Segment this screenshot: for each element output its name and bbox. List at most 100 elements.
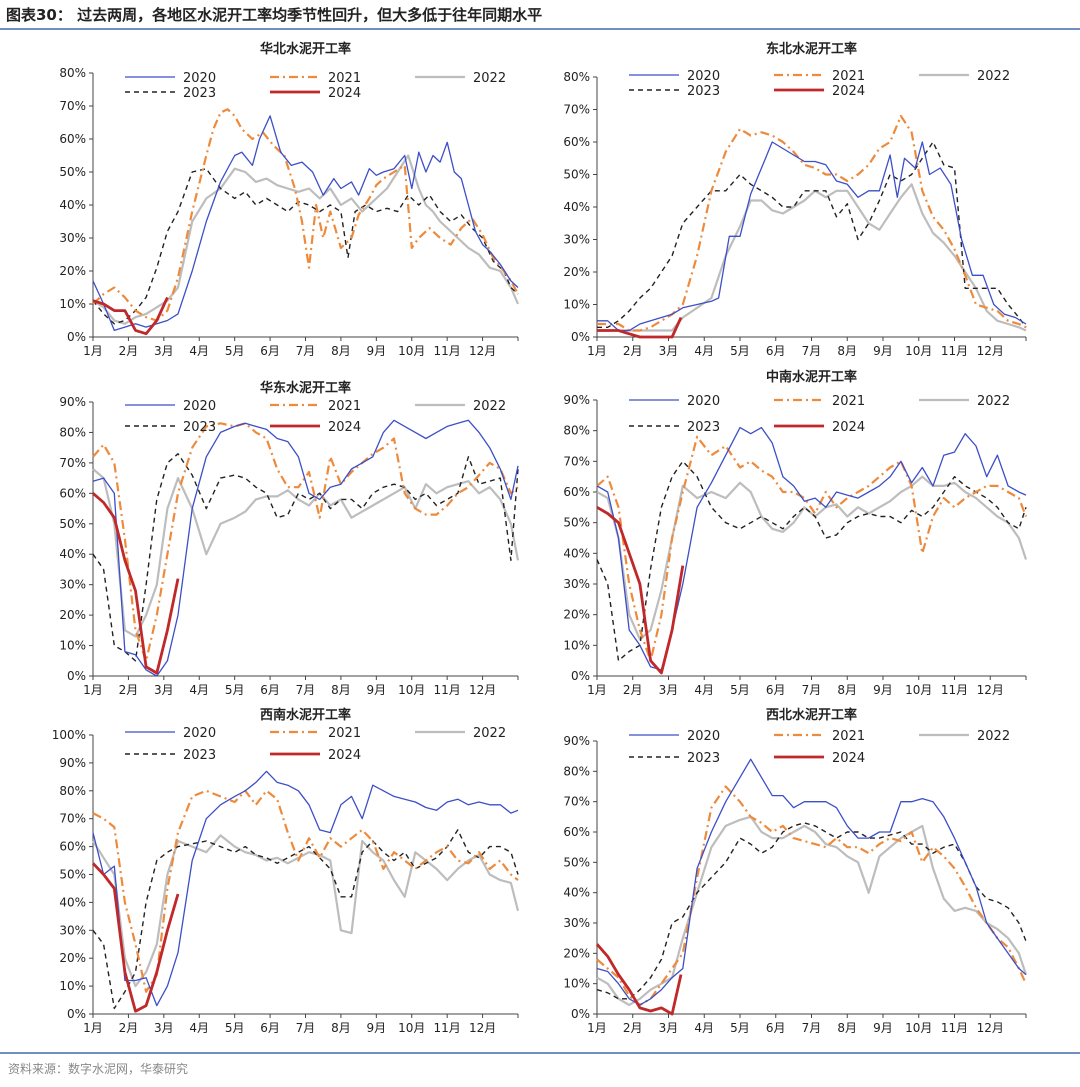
y-tick-label: 60% [563, 825, 590, 839]
y-tick-label: 70% [59, 456, 86, 470]
chart-xinan: 西南水泥开工率 0% 10% 20% 30% 40% 50% 60% 70% 80% 90% 100%… [52, 707, 520, 1035]
y-tick-label: 20% [563, 946, 590, 960]
x-tick-label: 4月 [694, 1021, 714, 1035]
x-tick-label: 6月 [260, 344, 280, 358]
y-tick-label: 20% [59, 264, 86, 278]
legend-label-2024: 2024 [832, 751, 865, 766]
legend: 2020 2021 2022 2023 2024 [125, 71, 506, 101]
y-tick-label: 50% [59, 165, 86, 179]
x-tick-label: 12月 [469, 683, 496, 697]
x-tick-label: 5月 [225, 1021, 245, 1035]
series-line-2020 [92, 770, 519, 1007]
x-tick-label: 11月 [434, 344, 461, 358]
x-tick-label: 7月 [802, 1021, 822, 1035]
y-tick-label: 0% [571, 669, 590, 683]
series-line-2022 [596, 815, 1028, 1007]
x-tick-label: 6月 [766, 344, 786, 358]
x-tick-label: 2月 [623, 1021, 643, 1035]
series-line-2023 [92, 167, 519, 325]
title-divider [0, 28, 1080, 30]
x-tick-label: 5月 [730, 344, 750, 358]
y-tick-label: 90% [563, 734, 590, 748]
x-tick-label: 8月 [331, 344, 351, 358]
x-tick-label: 4月 [694, 344, 714, 358]
x-tick-label: 12月 [469, 1021, 496, 1035]
x-tick-label: 1月 [83, 1021, 103, 1035]
x-tick-label: 5月 [730, 1021, 750, 1035]
legend-label-2022: 2022 [977, 69, 1010, 84]
legend-label-2023: 2023 [687, 84, 720, 99]
x-tick-label: 5月 [225, 344, 245, 358]
y-tick-label: 0% [571, 330, 590, 344]
legend-label-2023: 2023 [687, 751, 720, 766]
x-tick-label: 2月 [623, 344, 643, 358]
legend-label-2020: 2020 [183, 726, 216, 741]
y-tick-label: 20% [563, 265, 590, 279]
series-line-2024 [596, 506, 685, 675]
chart-title: 西南水泥开工率 [260, 707, 351, 723]
series-line-2022 [92, 834, 520, 988]
chart-title: 东北水泥开工率 [766, 41, 857, 57]
series-line-2023 [92, 829, 519, 1010]
y-tick-label: 30% [563, 577, 590, 591]
y-tick-label: 70% [563, 454, 590, 468]
x-tick-label: 3月 [154, 1021, 174, 1035]
y-tick-label: 70% [563, 795, 590, 809]
y-tick-label: 60% [59, 132, 86, 146]
legend-label-2022: 2022 [977, 729, 1010, 744]
x-tick-label: 3月 [154, 344, 174, 358]
footer-divider [0, 1052, 1080, 1054]
x-tick-label: 10月 [398, 683, 425, 697]
chart-title: 中南水泥开工率 [766, 369, 857, 385]
y-tick-label: 40% [59, 547, 86, 561]
series-line-2020 [596, 758, 1027, 1006]
series-line-2020 [596, 426, 1027, 671]
y-tick-label: 0% [67, 330, 86, 344]
y-tick-label: 30% [563, 233, 590, 247]
y-tick-label: 30% [59, 923, 86, 937]
x-tick-label: 5月 [225, 683, 245, 697]
chart-dongbei: 东北水泥开工率 0% 10% 20% 30% 40% 50% 60% 70% 80% 1月 2月 3月 4… [563, 41, 1027, 358]
y-tick-label: 20% [563, 608, 590, 622]
x-tick-label: 11月 [434, 683, 461, 697]
x-tick-label: 9月 [367, 1021, 387, 1035]
x-tick-label: 10月 [398, 344, 425, 358]
y-tick-label: 60% [563, 485, 590, 499]
y-tick-label: 0% [67, 669, 86, 683]
y-tick-label: 60% [59, 486, 86, 500]
x-tick-label: 2月 [623, 683, 643, 697]
series-line-2024 [595, 943, 683, 1016]
x-tick-label: 2月 [119, 344, 139, 358]
series-line-2023 [596, 460, 1027, 662]
x-tick-label: 8月 [837, 344, 857, 358]
series-line-2023 [597, 141, 1027, 328]
y-tick-label: 70% [563, 103, 590, 117]
legend-label-2020: 2020 [687, 69, 720, 84]
chart-xibei: 西北水泥开工率 0% 10% 20% 30% 40% 50% 60% 70% 80% 90% 1月 2月… [563, 707, 1028, 1035]
legend-label-2021: 2021 [832, 729, 865, 744]
series-line-2020 [92, 115, 519, 332]
x-tick-label: 6月 [766, 683, 786, 697]
x-tick-label: 11月 [941, 683, 968, 697]
legend: 2020 2021 2022 2023 2024 [125, 399, 506, 435]
series-line-2022 [92, 468, 520, 638]
legend-label-2021: 2021 [328, 71, 361, 86]
y-tick-label: 0% [571, 1007, 590, 1021]
legend-label-2021: 2021 [832, 69, 865, 84]
x-tick-label: 12月 [977, 1021, 1004, 1035]
series-line-2021 [92, 422, 519, 662]
y-tick-label: 10% [563, 638, 590, 652]
legend-label-2024: 2024 [832, 84, 865, 99]
y-tick-label: 90% [59, 756, 86, 770]
x-tick-label: 7月 [296, 683, 316, 697]
series-line-2021 [92, 789, 519, 993]
legend-label-2021: 2021 [832, 394, 865, 409]
x-tick-label: 9月 [367, 344, 387, 358]
x-tick-label: 12月 [977, 344, 1004, 358]
series-line-2021 [597, 114, 1027, 332]
x-tick-label: 1月 [83, 683, 103, 697]
legend-label-2020: 2020 [183, 71, 216, 86]
y-tick-label: 10% [59, 297, 86, 311]
series-line-2024 [92, 296, 169, 336]
x-tick-label: 7月 [802, 683, 822, 697]
